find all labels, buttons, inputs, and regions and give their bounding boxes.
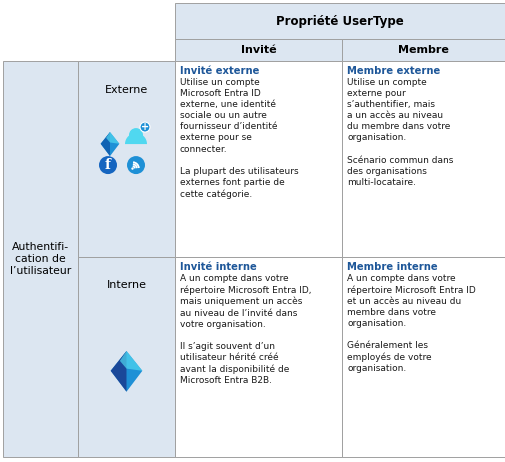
Bar xyxy=(3,3,175,61)
Text: A un compte dans votre
répertoire Microsoft Entra ID,
mais uniquement un accès
a: A un compte dans votre répertoire Micros… xyxy=(180,274,312,385)
Bar xyxy=(78,257,175,457)
Polygon shape xyxy=(111,351,126,392)
Text: Authentifi-
cation de
l’utilisateur: Authentifi- cation de l’utilisateur xyxy=(10,242,71,276)
Text: Interne: Interne xyxy=(107,280,146,290)
Bar xyxy=(342,257,505,457)
Polygon shape xyxy=(100,132,110,156)
Bar xyxy=(3,61,78,457)
Text: Membre externe: Membre externe xyxy=(347,66,440,76)
Text: Membre: Membre xyxy=(398,45,449,55)
Circle shape xyxy=(129,128,143,142)
Text: Utilise un compte
externe pour
s’authentifier, mais
a un accès au niveau
du memb: Utilise un compte externe pour s’authent… xyxy=(347,78,453,187)
Text: Utilise un compte
Microsoft Entra ID
externe, une identité
sociale ou un autre
f: Utilise un compte Microsoft Entra ID ext… xyxy=(180,78,298,199)
Text: Invité: Invité xyxy=(241,45,276,55)
Circle shape xyxy=(127,156,145,174)
Polygon shape xyxy=(111,351,142,392)
Text: Membre interne: Membre interne xyxy=(347,262,438,272)
Circle shape xyxy=(140,122,150,132)
Bar xyxy=(342,39,505,61)
Polygon shape xyxy=(100,132,119,156)
Circle shape xyxy=(131,167,134,170)
Text: A un compte dans votre
répertoire Microsoft Entra ID
et un accès au niveau du
me: A un compte dans votre répertoire Micros… xyxy=(347,274,476,373)
Text: f: f xyxy=(105,158,111,171)
Polygon shape xyxy=(120,351,142,371)
Circle shape xyxy=(99,156,117,174)
Text: Invité externe: Invité externe xyxy=(180,66,260,76)
Text: +: + xyxy=(141,122,149,132)
Bar xyxy=(175,3,505,39)
Wedge shape xyxy=(125,133,147,144)
Polygon shape xyxy=(106,132,119,144)
Bar xyxy=(78,61,175,257)
Bar xyxy=(175,39,342,61)
Bar xyxy=(175,257,342,457)
Text: Externe: Externe xyxy=(105,85,148,95)
Text: Propriété UserType: Propriété UserType xyxy=(276,14,404,28)
Text: Invité interne: Invité interne xyxy=(180,262,257,272)
Bar xyxy=(342,61,505,257)
Bar xyxy=(175,61,342,257)
